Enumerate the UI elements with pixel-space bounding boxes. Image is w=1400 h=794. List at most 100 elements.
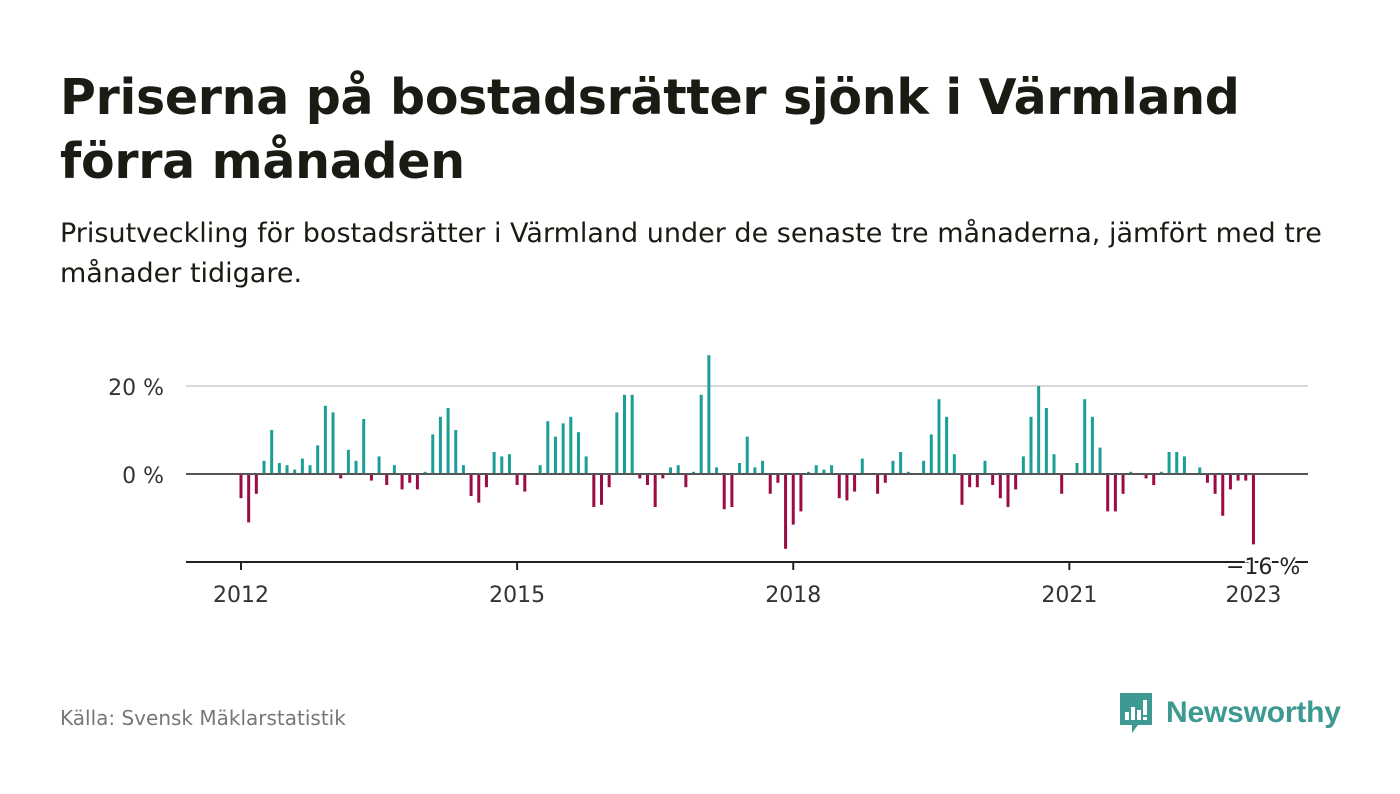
brand[interactable]: Newsworthy <box>1118 690 1341 736</box>
bar <box>523 474 527 492</box>
bar <box>1152 474 1156 485</box>
bar <box>576 432 580 474</box>
bar <box>446 408 450 474</box>
bar <box>776 474 780 483</box>
bar <box>546 421 550 474</box>
bar <box>1098 447 1102 474</box>
bar <box>745 436 749 474</box>
tick-labels: 20 % 0 % 2012 2015 2018 2021 2023 −16 % <box>108 376 1302 608</box>
bar <box>369 474 373 481</box>
bar <box>354 460 358 474</box>
bar <box>807 471 811 474</box>
x-tick-label: 2018 <box>765 583 821 608</box>
bar <box>300 458 304 474</box>
bar <box>1044 408 1048 474</box>
bar <box>1159 471 1163 474</box>
bar <box>362 419 366 474</box>
bar <box>1014 474 1018 490</box>
bar <box>538 465 542 474</box>
bar <box>860 458 864 474</box>
bar <box>669 467 673 474</box>
bar <box>684 474 688 488</box>
bar <box>1075 463 1079 474</box>
bar <box>991 474 995 485</box>
bar <box>254 474 258 494</box>
bar <box>316 445 320 474</box>
bar <box>1205 474 1209 483</box>
bar <box>638 474 642 479</box>
bar <box>1052 454 1056 474</box>
bar <box>553 436 557 474</box>
bar <box>1228 474 1232 490</box>
bar <box>469 474 473 496</box>
bar <box>1198 467 1202 474</box>
bar <box>891 460 895 474</box>
bar <box>952 454 956 474</box>
bar <box>477 474 481 503</box>
bar <box>761 460 765 474</box>
bar <box>1213 474 1217 494</box>
bar <box>623 394 626 474</box>
bar <box>277 463 281 474</box>
bar <box>270 430 274 474</box>
bar <box>323 405 327 474</box>
bar <box>945 416 949 474</box>
bar <box>438 416 442 474</box>
bar <box>515 474 519 485</box>
bar <box>431 434 435 474</box>
brand-name: Newsworthy <box>1166 696 1341 729</box>
chart-subtitle: Prisutveckling för bostadsrätter i Värml… <box>60 218 1322 289</box>
bar <box>968 474 972 488</box>
bar <box>937 399 941 474</box>
bar <box>239 474 243 499</box>
bar <box>791 474 795 525</box>
bar <box>1090 416 1094 474</box>
bar <box>461 465 465 474</box>
bar <box>899 452 903 474</box>
bar <box>883 474 887 483</box>
bar <box>1029 416 1033 474</box>
bar <box>822 469 826 474</box>
y-tick-label: 20 % <box>108 376 164 401</box>
axes <box>186 473 1308 570</box>
bar <box>331 412 335 474</box>
bar <box>692 471 696 474</box>
bar <box>1021 456 1025 474</box>
bar <box>845 474 849 501</box>
bar <box>653 474 657 507</box>
bar <box>615 412 619 474</box>
bar <box>492 452 496 474</box>
bar <box>753 467 757 474</box>
bar <box>408 474 412 483</box>
bar <box>569 416 573 474</box>
bar <box>715 467 719 474</box>
bar <box>247 474 251 523</box>
bar <box>415 474 419 490</box>
x-tick-label: 2021 <box>1041 583 1097 608</box>
bar <box>922 460 926 474</box>
bar <box>814 465 818 474</box>
bar <box>1251 474 1255 545</box>
bar <box>1006 474 1010 507</box>
bar <box>975 474 979 488</box>
bar <box>423 471 427 474</box>
bar <box>784 474 788 549</box>
x-tick-label: 2023 <box>1225 583 1281 608</box>
bar <box>998 474 1002 499</box>
bar <box>676 465 680 474</box>
bar <box>699 394 703 474</box>
bar <box>738 463 742 474</box>
bar <box>906 471 910 474</box>
bar <box>262 460 266 474</box>
annotation-label: −16 % <box>1226 555 1300 580</box>
bar <box>607 474 611 488</box>
bar <box>584 456 588 474</box>
bar <box>1221 474 1225 516</box>
bar <box>507 454 511 474</box>
bar <box>730 474 734 507</box>
bar <box>1083 399 1087 474</box>
bar <box>1037 386 1041 474</box>
bar <box>346 449 350 474</box>
bar <box>1167 452 1171 474</box>
bar <box>799 474 803 512</box>
